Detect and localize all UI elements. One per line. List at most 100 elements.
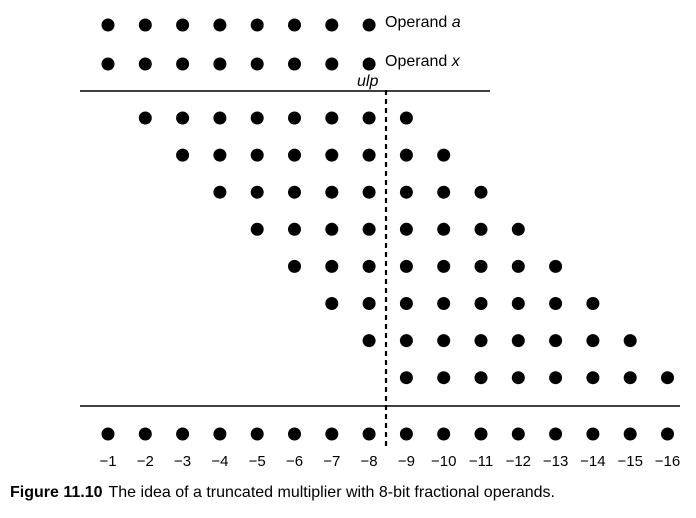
caption-text: The idea of a truncated multiplier with … — [108, 484, 555, 501]
partial-product-bit-dot — [362, 334, 376, 348]
bit-position-label: −3 — [174, 453, 191, 470]
partial-product-bit-dot — [325, 297, 339, 310]
partial-product-bit-dot — [362, 148, 376, 162]
partial-product-bit-dot — [362, 111, 376, 125]
bit-position-label: −9 — [398, 453, 415, 470]
partial-product-bit-dot — [399, 371, 413, 385]
partial-product-bit-dot — [250, 185, 264, 199]
operand-a-bit-dot — [138, 18, 152, 32]
product-bit-dot — [250, 427, 264, 441]
partial-product-bit-dot — [325, 111, 339, 125]
product-bit-dot — [362, 427, 376, 441]
partial-product-bit-dot — [213, 148, 227, 162]
partial-product-bit-dot — [474, 222, 488, 236]
bit-position-labels: −1 −2 −3 −4 −5 −6 −7 −8 −9 −10 −11 −12 −13 −14 −15 −16 — [99, 453, 680, 470]
partial-product-bit-dot — [362, 297, 376, 310]
partial-product-bit-dot — [288, 222, 301, 236]
product-bit-dot — [325, 427, 339, 441]
partial-product-bit-dot — [474, 334, 488, 348]
product-bit-dot — [474, 427, 488, 441]
partial-product-bit-dot — [399, 259, 413, 273]
operand-x-bit-dot — [362, 57, 376, 71]
partial-product-bit-dot — [437, 185, 451, 199]
partial-product-bit-dot — [288, 111, 301, 125]
product-bit-dot — [213, 427, 227, 441]
partial-product-bit-dot — [437, 259, 451, 273]
partial-product-bit-dot — [586, 371, 600, 385]
bit-position-label: −14 — [580, 453, 605, 470]
partial-product-bit-dot — [511, 297, 525, 310]
product-bit-dot — [511, 427, 525, 441]
operand-a-bit-dot — [213, 18, 227, 32]
operand-x-bit-dot — [176, 57, 190, 71]
partial-product-bit-dot — [661, 371, 674, 385]
partial-product-bit-dot — [250, 222, 264, 236]
operand-x-bit-dot — [325, 57, 339, 71]
bit-position-label: −12 — [506, 453, 531, 470]
partial-product-bit-dot — [325, 259, 339, 273]
partial-product-bit-dot — [399, 222, 413, 236]
operand-a-bit-dot — [176, 18, 190, 32]
operand-x-bit-dot — [288, 57, 301, 71]
partial-product-bit-dot — [362, 185, 376, 199]
figure-number: Figure 11.10 — [10, 484, 103, 501]
bit-position-label: −13 — [543, 453, 568, 470]
product-bit-dot — [437, 427, 451, 441]
bit-position-label: −10 — [431, 453, 456, 470]
result-dots — [101, 427, 674, 441]
operand-x-bit-dot — [138, 57, 152, 71]
partial-product-bit-dot — [399, 111, 413, 125]
product-bit-dot — [549, 427, 563, 441]
operand-a-dots — [101, 18, 376, 32]
product-bit-dot — [623, 427, 637, 441]
partial-product-bit-dot — [623, 334, 637, 348]
partial-product-bit-dot — [399, 334, 413, 348]
bit-position-label: −6 — [286, 453, 303, 470]
partial-product-bit-dot — [250, 111, 264, 125]
partial-product-bit-dot — [288, 185, 301, 199]
bit-position-label: −1 — [99, 453, 116, 470]
partial-product-bit-dot — [213, 111, 227, 125]
partial-product-bit-dot — [586, 297, 600, 310]
partial-product-bit-dot — [176, 148, 190, 162]
bit-position-label: −4 — [211, 453, 228, 470]
partial-product-bit-dot — [325, 148, 339, 162]
partial-product-bit-dot — [474, 297, 488, 310]
product-bit-dot — [661, 427, 674, 441]
partial-product-bit-dot — [138, 111, 152, 125]
operand-a-bit-dot — [325, 18, 339, 32]
operand-a-bit-dot — [288, 18, 301, 32]
partial-product-bit-dot — [474, 371, 488, 385]
partial-product-bit-dot — [586, 334, 600, 348]
partial-product-bit-dot — [474, 259, 488, 273]
partial-product-bit-dot — [437, 148, 451, 162]
partial-product-bit-dot — [623, 371, 637, 385]
partial-product-bit-dot — [399, 297, 413, 310]
partial-product-bit-dot — [437, 297, 451, 310]
partial-product-bit-dot — [288, 148, 301, 162]
partial-product-bit-dot — [474, 185, 488, 199]
partial-product-bit-dot — [549, 259, 563, 273]
partial-product-bit-dot — [549, 371, 563, 385]
product-bit-dot — [176, 427, 190, 441]
operand-a-bit-dot — [250, 18, 264, 32]
partial-product-bit-dot — [176, 111, 190, 125]
operand-x-bit-dot — [213, 57, 227, 71]
product-bit-dot — [288, 427, 301, 441]
partial-product-bit-dot — [511, 259, 525, 273]
partial-product-bit-dot — [437, 222, 451, 236]
partial-product-bit-dot — [288, 259, 301, 273]
partial-product-bit-dot — [511, 371, 525, 385]
partial-product-bit-dot — [250, 148, 264, 162]
product-bit-dot — [399, 427, 413, 441]
figure-caption: Figure 11.10 The idea of a truncated mult… — [10, 484, 555, 502]
partial-product-bit-dot — [549, 334, 563, 348]
partial-product-bit-dot — [399, 148, 413, 162]
ulp-label: ulp — [357, 73, 378, 90]
product-bit-dot — [101, 427, 115, 441]
operand-x-bit-dot — [101, 57, 115, 71]
partial-product-bit-dot — [362, 222, 376, 236]
operand-x-bit-dot — [250, 57, 264, 71]
bit-position-label: −8 — [361, 453, 378, 470]
